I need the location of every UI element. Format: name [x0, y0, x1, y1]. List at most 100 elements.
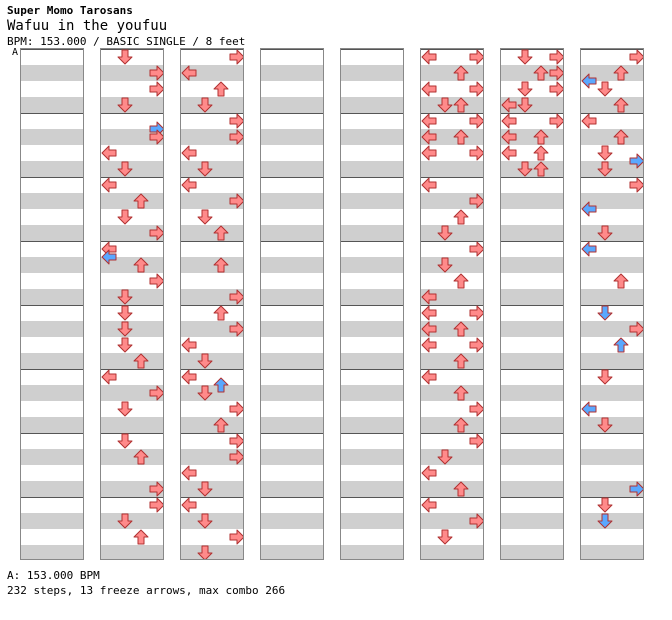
- beat-band: [501, 481, 563, 497]
- measure-line: [341, 433, 403, 434]
- measure-line: [421, 497, 483, 498]
- step-arrow-left: [501, 97, 517, 113]
- bpm-marker: A: [12, 47, 19, 58]
- measure-line: [101, 241, 163, 242]
- beat-band: [581, 129, 643, 145]
- beat-band: [421, 289, 483, 305]
- step-arrow-down: [197, 161, 213, 177]
- step-arrow-right: [149, 273, 163, 289]
- chart-column-3: [180, 48, 244, 560]
- beat-band: [261, 385, 323, 401]
- beat-band: [421, 321, 483, 337]
- step-arrow-down: [197, 545, 213, 559]
- measure-line: [261, 433, 323, 434]
- step-arrow-right: [229, 449, 243, 465]
- beat-band: [581, 353, 643, 369]
- measure-line: [501, 241, 563, 242]
- beat-band: [501, 417, 563, 433]
- step-arrow-up: [453, 97, 469, 113]
- beat-band: [21, 481, 83, 497]
- step-arrow-left: [101, 249, 117, 265]
- step-arrow-down: [597, 417, 613, 433]
- step-arrow-up: [213, 81, 229, 97]
- step-arrow-down: [117, 97, 133, 113]
- beat-band: [101, 193, 163, 209]
- step-arrow-up: [453, 385, 469, 401]
- step-arrow-left: [101, 145, 117, 161]
- measure-line: [421, 113, 483, 114]
- beat-band: [21, 353, 83, 369]
- beat-band: [581, 481, 643, 497]
- step-arrow-down: [517, 161, 533, 177]
- beat-band: [341, 129, 403, 145]
- step-arrow-up: [213, 305, 229, 321]
- measure-line: [581, 305, 643, 306]
- step-arrow-right: [469, 513, 483, 529]
- measure-line: [341, 497, 403, 498]
- step-arrow-right: [469, 145, 483, 161]
- step-arrow-down: [117, 401, 133, 417]
- beat-band: [501, 193, 563, 209]
- beat-band: [501, 129, 563, 145]
- step-arrow-left: [421, 129, 437, 145]
- step-arrow-right: [629, 49, 643, 65]
- step-arrow-down: [597, 145, 613, 161]
- step-arrow-up: [213, 417, 229, 433]
- step-arrow-up: [213, 257, 229, 273]
- song-artist: Super Momo Tarosans: [7, 4, 133, 17]
- beat-band: [181, 257, 243, 273]
- step-arrow-right: [229, 193, 243, 209]
- measure-line: [181, 177, 243, 178]
- step-arrow-right: [229, 321, 243, 337]
- step-arrow-up: [453, 209, 469, 225]
- measure-line: [501, 49, 563, 50]
- step-arrow-down: [197, 209, 213, 225]
- beat-band: [181, 193, 243, 209]
- measure-line: [261, 241, 323, 242]
- step-arrow-down: [597, 497, 613, 513]
- step-arrow-down: [117, 433, 133, 449]
- measure-line: [501, 497, 563, 498]
- step-arrow-up: [133, 353, 149, 369]
- beat-band: [181, 321, 243, 337]
- measure-line: [581, 497, 643, 498]
- beat-band: [341, 385, 403, 401]
- beat-band: [21, 257, 83, 273]
- step-arrow-left: [181, 145, 197, 161]
- step-arrow-down: [117, 49, 133, 65]
- step-arrow-right: [229, 289, 243, 305]
- step-arrow-down: [597, 161, 613, 177]
- beat-band: [21, 321, 83, 337]
- beat-band: [261, 257, 323, 273]
- measure-line: [341, 177, 403, 178]
- step-arrow-left: [421, 337, 437, 353]
- step-arrow-right: [149, 385, 163, 401]
- chart-column-5: [340, 48, 404, 560]
- step-arrow-left: [181, 465, 197, 481]
- beat-band: [341, 289, 403, 305]
- beat-band: [261, 321, 323, 337]
- measure-line: [181, 241, 243, 242]
- step-arrow-right: [229, 433, 243, 449]
- step-arrow-left: [101, 369, 117, 385]
- chart-column-1: [20, 48, 84, 560]
- measure-line: [501, 433, 563, 434]
- step-arrow-up: [613, 97, 629, 113]
- beat-band: [581, 289, 643, 305]
- measure-line: [421, 433, 483, 434]
- step-arrow-right: [469, 113, 483, 129]
- measure-line: [21, 497, 83, 498]
- beat-band: [421, 193, 483, 209]
- step-arrow-right: [149, 497, 163, 513]
- beat-band: [21, 417, 83, 433]
- step-arrow-down: [197, 481, 213, 497]
- beat-band: [581, 97, 643, 113]
- step-arrow-left: [181, 369, 197, 385]
- step-arrow-up: [453, 129, 469, 145]
- step-arrow-left: [181, 65, 197, 81]
- step-arrow-right: [469, 193, 483, 209]
- step-arrow-left: [501, 145, 517, 161]
- measure-line: [421, 241, 483, 242]
- step-arrow-down: [597, 225, 613, 241]
- beat-band: [341, 513, 403, 529]
